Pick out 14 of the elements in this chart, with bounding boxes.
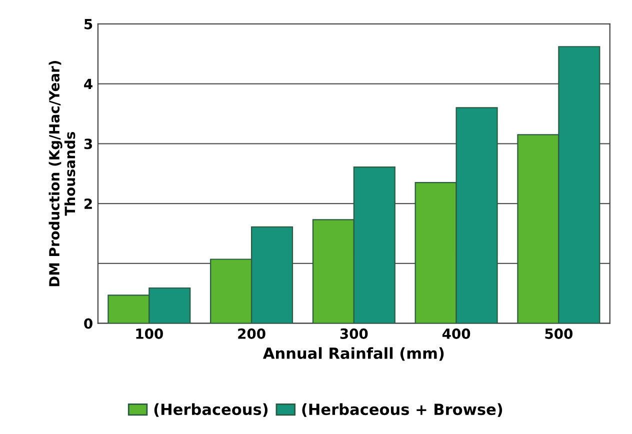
y-tick-label: 5 — [84, 19, 92, 30]
y-tick-label: 4 — [84, 78, 92, 90]
y-tick-label: 0 — [84, 318, 92, 329]
x-tick-label: 200 — [238, 328, 266, 339]
x-tick-label: 400 — [442, 328, 470, 339]
x-tick-label: 300 — [340, 328, 368, 339]
y-tick-label: 3 — [84, 138, 92, 150]
legend-label: (Herbaceous + Browse) — [302, 403, 502, 417]
legend-label: (Herbaceous) — [154, 403, 268, 417]
y-axis-title: DM Production (Kg/Hac/Year) Thousands — [48, 60, 76, 286]
x-tick-label: 100 — [136, 328, 163, 339]
y-tick-label: 2 — [84, 198, 92, 209]
x-tick-label: 500 — [545, 328, 573, 339]
x-axis-title: Annual Rainfall (mm) — [262, 347, 444, 361]
